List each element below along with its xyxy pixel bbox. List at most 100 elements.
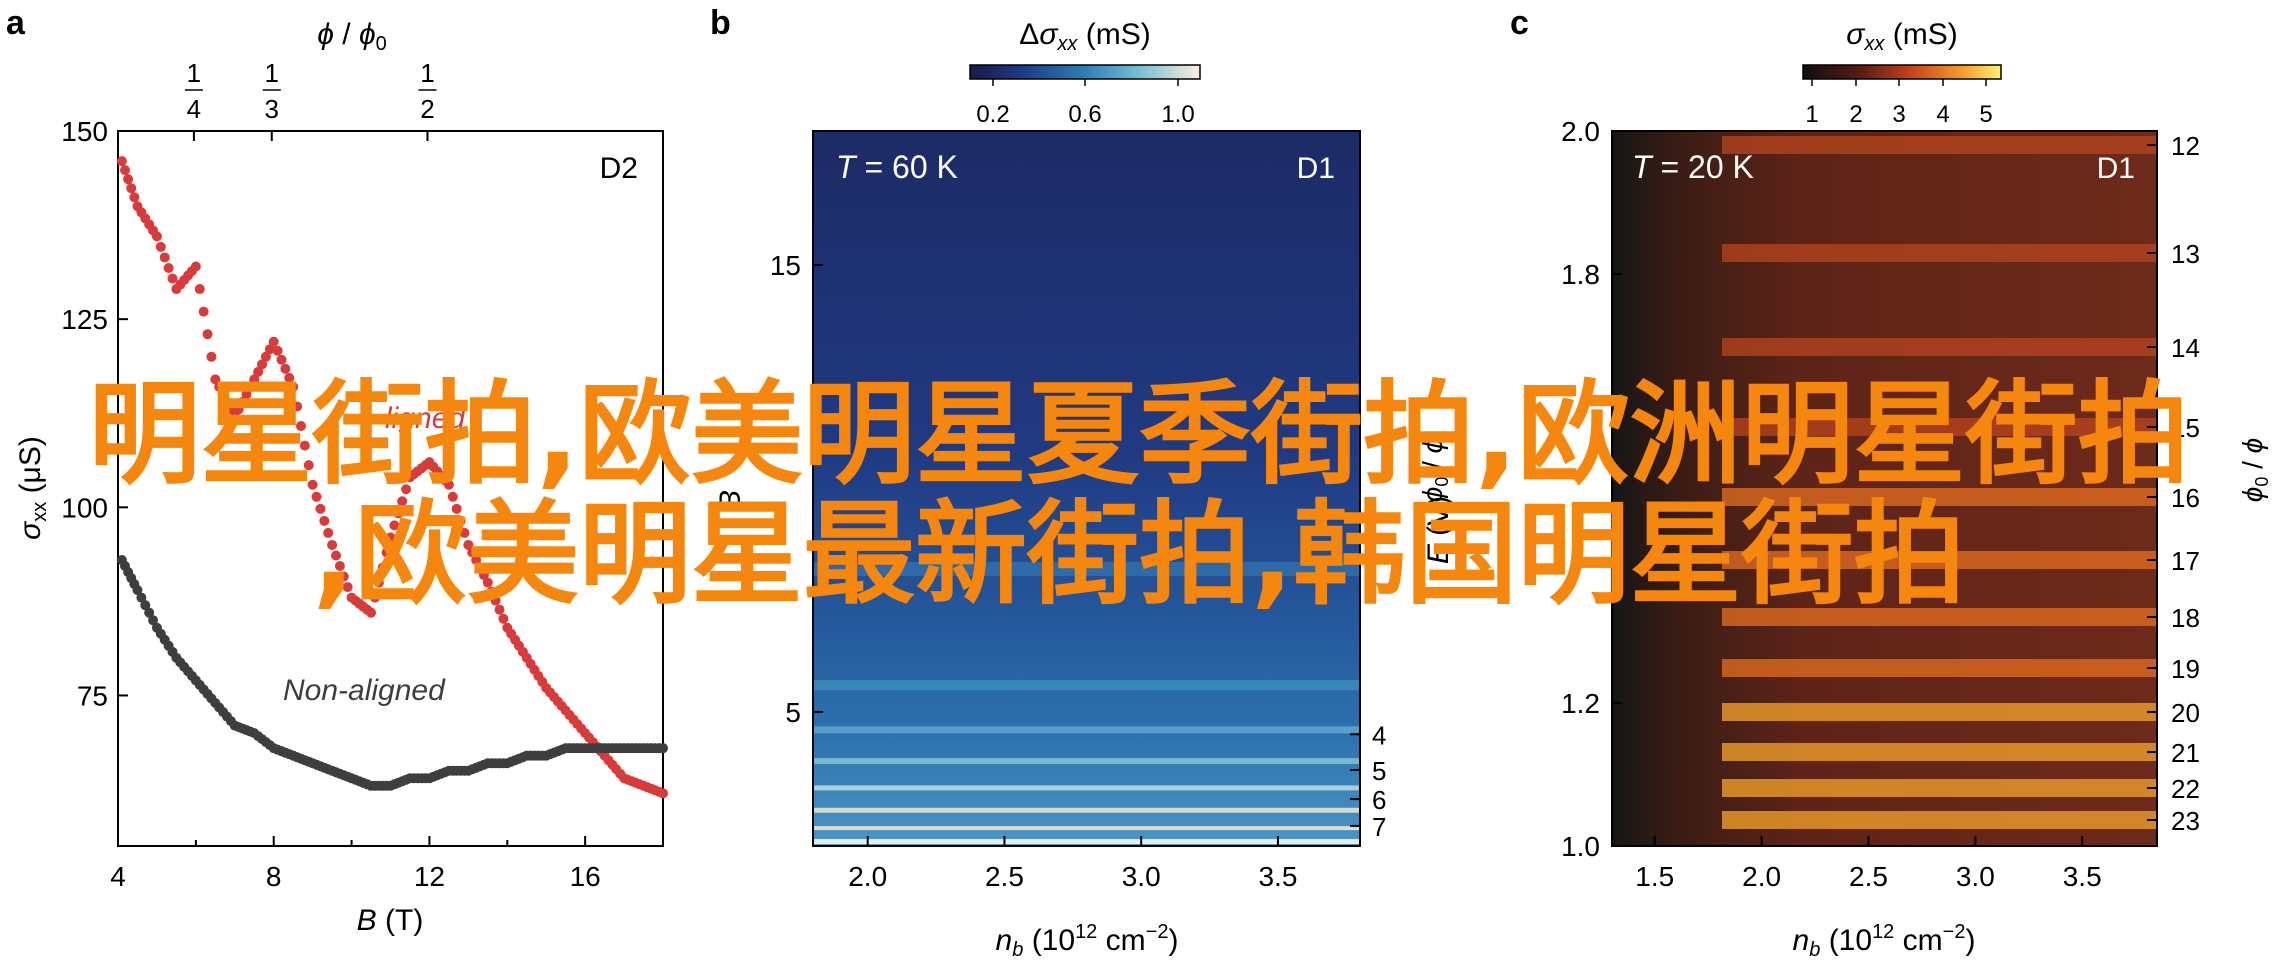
colorbar-tick-label: 1.0 — [1161, 101, 1194, 128]
right-tick-label: 12 — [2171, 131, 2200, 161]
panel-c-ylabel: E (V) — [1422, 496, 1455, 564]
colorbar-tick-label: 0.2 — [976, 101, 1009, 128]
heatmap-band — [1722, 338, 2157, 356]
data-point — [132, 585, 143, 596]
heatmap-band — [813, 839, 1360, 845]
data-point — [373, 577, 384, 588]
heatmap-band — [813, 807, 1360, 813]
data-point — [401, 484, 412, 495]
data-point — [126, 183, 137, 194]
data-point — [369, 592, 380, 603]
heatmap-band — [1722, 551, 2157, 569]
panel-a-xlabel: B (T) — [357, 904, 424, 937]
y-tick-label: 100 — [61, 492, 108, 523]
right-tick-label: 14 — [2171, 333, 2200, 363]
data-point — [342, 582, 353, 593]
heatmap-band — [1722, 659, 2157, 677]
overlay-banner-line-2: ,欧美明星最新街拍,韩国明星街拍 — [312, 490, 1966, 620]
heatmap-band — [813, 785, 1360, 791]
series-label-aligned: ligned — [385, 402, 466, 435]
y-tick-label: 75 — [77, 680, 108, 711]
x-tick-label: 1.5 — [1635, 861, 1674, 892]
data-point — [366, 607, 377, 618]
heatmap-band — [1722, 608, 2157, 626]
data-point — [140, 600, 151, 611]
panel-a-tag: D2 — [600, 152, 638, 185]
colorbar-tick-label: 5 — [1979, 101, 1992, 128]
data-point — [295, 421, 306, 432]
data-point — [210, 374, 221, 385]
top-tick-numerator: 1 — [187, 58, 201, 88]
panel-b-colorbar — [969, 64, 1201, 80]
y-tick-label: 15 — [770, 250, 801, 281]
data-point — [202, 329, 213, 340]
panel-a-frame — [117, 130, 664, 847]
data-point — [129, 192, 140, 203]
panel-b-colorbar-label: Δσxx (mS) — [1019, 18, 1150, 55]
data-point — [331, 550, 341, 561]
data-point — [475, 562, 486, 573]
y-tick-label: 2.0 — [1561, 116, 1600, 147]
data-point — [155, 241, 166, 252]
y-tick-label: 150 — [61, 116, 108, 147]
panel-letter-b: b — [710, 4, 731, 42]
y-tick-label: 1.0 — [1561, 831, 1600, 862]
data-point — [148, 615, 159, 626]
data-point — [486, 586, 497, 597]
x-tick-label: 2.5 — [985, 861, 1024, 892]
colorbar-tick-label: 2 — [1849, 101, 1862, 128]
panel-c-tag: D1 — [2097, 152, 2135, 185]
data-point — [136, 592, 147, 603]
x-tick-label: 3.5 — [2063, 861, 2102, 892]
right-tick-label: 17 — [2171, 546, 2200, 576]
data-point — [299, 440, 310, 451]
data-point — [260, 351, 271, 362]
data-point — [490, 595, 501, 606]
panel-c-frame — [1611, 130, 2158, 847]
data-point — [194, 284, 205, 295]
x-tick-label: 2.5 — [1849, 861, 1888, 892]
data-point — [658, 743, 668, 754]
heatmap-band — [813, 680, 1360, 691]
data-point — [225, 404, 236, 415]
data-point — [459, 527, 470, 538]
data-point — [311, 491, 322, 502]
data-point — [237, 396, 248, 407]
panel-b-ylabel: B — [714, 490, 747, 510]
right-tick-label: 18 — [2171, 603, 2200, 633]
top-tick-denominator: 4 — [187, 94, 201, 124]
data-point — [151, 231, 162, 242]
data-point — [253, 366, 264, 377]
panel-a-top-axis-label: ϕ / ϕ0 — [317, 18, 387, 55]
data-point — [451, 503, 462, 514]
data-point — [144, 607, 155, 618]
panel-b-frame — [812, 130, 1361, 847]
data-point — [120, 165, 131, 176]
right-tick-label: 13 — [2171, 239, 2200, 269]
data-point — [229, 412, 240, 422]
heatmap-band — [813, 826, 1360, 831]
right-tick-label: 6 — [1372, 785, 1386, 815]
data-point — [116, 156, 127, 167]
data-point — [264, 344, 275, 355]
panel-letter-a: a — [6, 4, 26, 42]
data-point — [241, 389, 252, 400]
colorbar-tick-label: 3 — [1892, 101, 1905, 128]
data-point — [447, 491, 458, 502]
data-point — [198, 306, 209, 317]
x-tick-label: 3.0 — [1956, 861, 1995, 892]
y-tick-label: 5 — [785, 697, 801, 728]
data-point — [222, 396, 232, 407]
data-point — [338, 571, 349, 582]
data-point — [327, 539, 338, 550]
data-point — [249, 374, 260, 385]
data-point — [272, 345, 283, 356]
y-tick-label: 125 — [61, 304, 108, 335]
colorbar-tick-label: 1 — [1805, 101, 1818, 128]
heatmap-band — [1722, 703, 2157, 721]
data-point — [467, 547, 478, 558]
right-tick-label: 5 — [1372, 756, 1386, 786]
